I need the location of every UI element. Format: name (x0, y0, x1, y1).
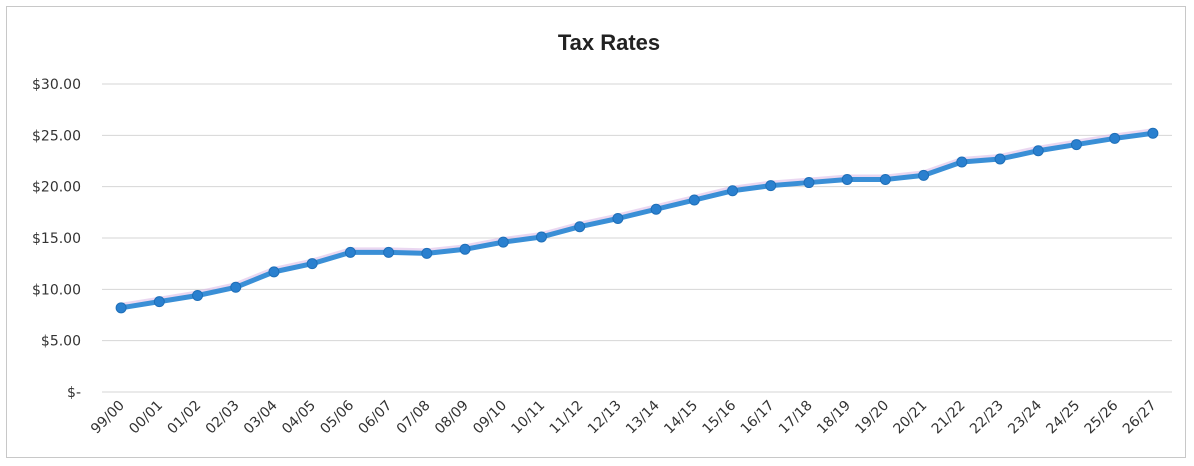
x-tick-label: 07/08 (394, 398, 434, 438)
data-point (918, 169, 930, 181)
data-point (803, 177, 815, 189)
data-point (574, 221, 586, 233)
x-tick-label: 15/16 (700, 397, 740, 437)
data-point (383, 246, 395, 258)
x-tick-label: 10/11 (508, 398, 548, 438)
data-point (727, 185, 739, 197)
data-point (1070, 139, 1082, 151)
data-point (421, 247, 433, 259)
data-point (344, 246, 356, 258)
x-tick-label: 00/01 (126, 398, 166, 438)
data-point (497, 236, 509, 248)
data-point (459, 243, 471, 255)
x-tick-label: 01/02 (165, 398, 205, 438)
y-tick-label: $30.00 (32, 77, 81, 93)
x-tick-label: 23/24 (1005, 397, 1045, 437)
x-tick-label: 25/26 (1082, 397, 1122, 437)
gridlines (102, 83, 1172, 393)
data-point (115, 302, 127, 314)
x-tick-label: 03/04 (241, 397, 281, 437)
y-tick-label: $10.00 (32, 282, 81, 298)
x-tick-label: 17/18 (776, 398, 816, 438)
x-tick-label: 18/19 (814, 398, 854, 438)
x-tick-label: 05/06 (317, 397, 357, 437)
data-point (650, 203, 662, 215)
x-tick-label: 06/07 (356, 398, 396, 438)
data-point (230, 281, 242, 293)
data-point (192, 289, 204, 301)
x-tick-label: 16/17 (738, 398, 778, 438)
x-axis-ticks: 99/0000/0101/0202/0303/0404/0505/0606/07… (88, 397, 1160, 437)
x-tick-label: 04/05 (279, 398, 319, 438)
data-point (841, 173, 853, 185)
data-point (268, 266, 280, 278)
y-tick-label: $25.00 (32, 128, 81, 144)
x-tick-label: 99/00 (88, 398, 128, 438)
data-point (879, 173, 891, 185)
x-tick-label: 11/12 (547, 398, 587, 438)
x-tick-label: 24/25 (1043, 398, 1083, 438)
x-tick-label: 12/13 (585, 398, 625, 438)
x-tick-label: 26/27 (1120, 398, 1160, 438)
data-point (612, 212, 624, 224)
x-tick-label: 08/09 (432, 398, 472, 438)
series-line (118, 130, 1156, 311)
x-tick-label: 09/10 (470, 398, 510, 438)
data-point (765, 180, 777, 192)
y-tick-label: $- (67, 385, 81, 401)
x-tick-label: 14/15 (661, 398, 701, 438)
y-tick-label: $5.00 (41, 334, 81, 350)
series-layer (115, 127, 1159, 314)
x-tick-label: 13/14 (623, 397, 663, 437)
x-tick-label: 19/20 (852, 398, 892, 438)
data-point (1032, 145, 1044, 157)
y-tick-label: $20.00 (32, 180, 81, 196)
y-axis-ticks: $- $5.00 $10.00 $15.00 $20.00 $25.00 $30.00 (32, 77, 81, 401)
data-point (153, 296, 165, 308)
data-point (1109, 132, 1121, 144)
data-point (535, 231, 547, 243)
data-point (956, 156, 968, 168)
x-tick-label: 22/23 (967, 398, 1007, 438)
x-tick-label: 02/03 (203, 398, 243, 438)
y-tick-label: $15.00 (32, 231, 81, 247)
data-point (994, 153, 1006, 165)
chart-title: Tax Rates (558, 30, 660, 55)
chart-frame: Tax Rates $- $5.00 $10.00 $15.00 $20.00 $25.0… (6, 6, 1186, 458)
data-point (688, 194, 700, 206)
data-point (306, 258, 318, 270)
line-chart: Tax Rates $- $5.00 $10.00 $15.00 $20.00 $25.0… (32, 30, 1172, 437)
x-tick-label: 21/22 (929, 398, 969, 438)
x-tick-label: 20/21 (891, 398, 931, 438)
data-point (1147, 127, 1159, 139)
